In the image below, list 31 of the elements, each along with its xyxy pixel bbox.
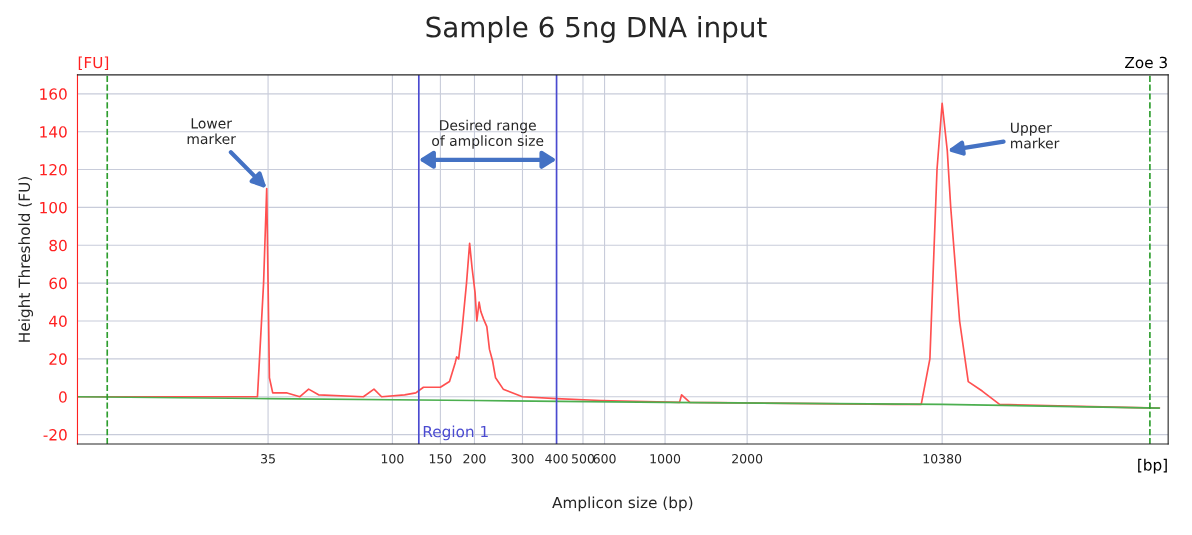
y-tick-label: 60 <box>49 277 67 290</box>
x-tick-label: 150 <box>429 453 452 464</box>
x-tick-label: 600 <box>593 453 616 464</box>
x-tick-label: 1000 <box>650 453 681 464</box>
y-tick-label: 40 <box>49 315 67 328</box>
text: [FU] <box>78 56 109 71</box>
x-axis-title: Amplicon size (bp) <box>552 496 693 512</box>
text: Zoe 3 <box>1125 56 1167 69</box>
x-tick-label: 400 <box>545 453 568 464</box>
y-tick-label: 80 <box>49 239 67 252</box>
chart-title: Sample 6 5ng DNA input <box>426 16 767 43</box>
x-tick-label: 300 <box>511 453 534 464</box>
y-tick-label: 120 <box>40 164 67 176</box>
y-tick-label: 20 <box>49 353 67 365</box>
y-axis-title: Height Threshold (FU) <box>18 177 34 342</box>
y-tick-label: -20 <box>43 429 67 441</box>
x-tick-label: 10380 <box>923 453 962 464</box>
text: [bp] <box>1138 458 1167 474</box>
x-tick-label: 2000 <box>732 453 763 464</box>
annotation: Lower marker <box>187 118 236 145</box>
y-tick-label: 140 <box>40 126 67 138</box>
y-tick-label: 160 <box>40 88 67 100</box>
y-tick-label: 0 <box>59 391 67 403</box>
ref-line-label: Region 1 <box>423 425 488 441</box>
x-tick-label: 500 <box>572 453 595 464</box>
x-tick-label: 200 <box>463 453 486 464</box>
y-tick-label: 100 <box>40 201 67 214</box>
x-tick-label: 35 <box>261 453 275 464</box>
annotation: Desired range of amplicon size <box>432 119 544 149</box>
annotation: Upper marker <box>1010 122 1060 149</box>
x-tick-label: 100 <box>381 453 404 464</box>
